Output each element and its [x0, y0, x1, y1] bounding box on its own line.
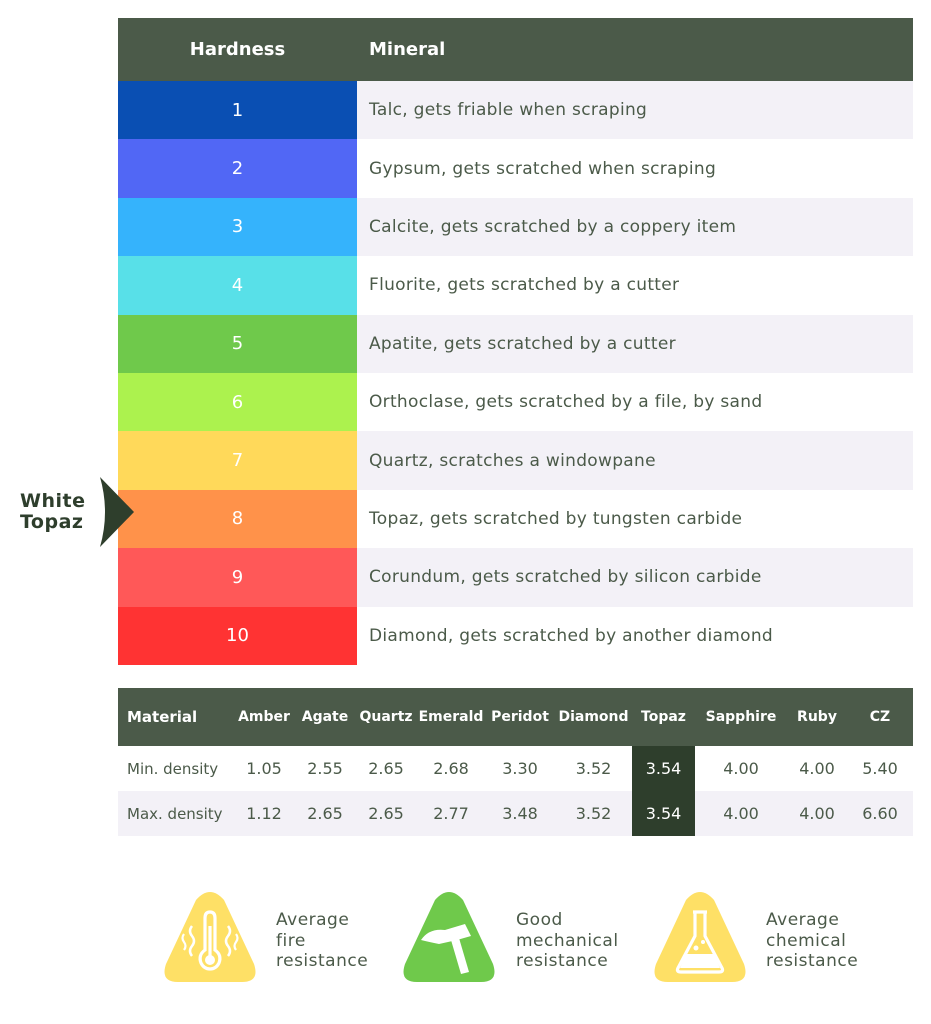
hardness-row: 10 Diamond, gets scratched by another dia…	[118, 606, 913, 665]
density-column-header: Agate	[295, 688, 355, 746]
hardness-value: 10	[118, 606, 357, 665]
density-table-body: Min. density 1.05 2.55 2.65 2.68 3.30 3.52 3.54…	[118, 746, 913, 836]
density-value: 2.77	[417, 791, 485, 836]
chemical-resistance-text: Average chemical resistance	[766, 910, 859, 971]
density-value: 3.52	[555, 791, 632, 836]
density-column-header: Quartz	[355, 688, 417, 746]
density-value: 3.48	[485, 791, 555, 836]
density-value: 2.68	[417, 746, 485, 791]
hardness-row: 4 Fluorite, gets scratched by a cutter	[118, 256, 913, 315]
density-value: 2.65	[355, 746, 417, 791]
arrow-right-icon	[100, 477, 134, 547]
thermometer-icon	[164, 892, 256, 982]
hardness-value: 9	[118, 548, 357, 607]
density-row: Max. density 1.12 2.65 2.65 2.77 3.48 3.52 3.54…	[118, 791, 913, 836]
density-value: 1.05	[233, 746, 295, 791]
hardness-value: 7	[118, 431, 357, 490]
fire-resistance-text: Average fire resistance	[276, 910, 369, 971]
mineral-description: Gypsum, gets scratched when scraping	[357, 139, 913, 198]
flask-icon	[654, 892, 746, 982]
mineral-description: Topaz, gets scratched by tungsten carbid…	[357, 489, 913, 549]
density-column-header: CZ	[847, 688, 913, 746]
density-value: 3.30	[485, 746, 555, 791]
mineral-description: Quartz, scratches a windowpane	[357, 431, 913, 490]
mineral-column-header: Mineral	[369, 39, 446, 60]
density-column-header: Peridot	[485, 688, 555, 746]
density-table: Material Amber Agate Quartz Emerald Peridot Di…	[118, 688, 913, 836]
fire-resistance-badge: Average fire resistance	[160, 890, 400, 990]
hardness-value: 4	[118, 256, 357, 315]
density-value: 1.12	[233, 791, 295, 836]
density-value: 4.00	[695, 746, 787, 791]
hardness-table-header: Hardness Mineral	[118, 18, 913, 81]
density-value: 6.60	[847, 791, 913, 836]
hardness-row: 3 Calcite, gets scratched by a coppery it…	[118, 197, 913, 257]
density-value: 2.55	[295, 746, 355, 791]
density-table-header: Material Amber Agate Quartz Emerald Peridot Di…	[118, 688, 913, 746]
chemical-resistance-badge: Average chemical resistance	[650, 890, 890, 990]
hardness-value: 2	[118, 139, 357, 198]
mineral-description: Diamond, gets scratched by another diamo…	[357, 606, 913, 665]
mineral-description: Calcite, gets scratched by a coppery ite…	[357, 197, 913, 257]
density-value: 4.00	[787, 791, 847, 836]
hardness-row: 7 Quartz, scratches a windowpane	[118, 431, 913, 490]
white-topaz-pointer: White Topaz	[14, 477, 139, 547]
hardness-row: 8 Topaz, gets scratched by tungsten carbi…	[118, 489, 913, 549]
hammer-icon	[403, 892, 495, 982]
pointer-label-line1: White	[20, 490, 86, 512]
density-column-header: Ruby	[787, 688, 847, 746]
hardness-value: 5	[118, 314, 357, 373]
hardness-value: 6	[118, 372, 357, 432]
hardness-value: 8	[118, 489, 357, 549]
mineral-description: Talc, gets friable when scraping	[357, 81, 913, 140]
hardness-row: 9 Corundum, gets scratched by silicon car…	[118, 548, 913, 607]
hardness-row: 2 Gypsum, gets scratched when scraping	[118, 139, 913, 198]
mineral-description: Apatite, gets scratched by a cutter	[357, 314, 913, 373]
density-value: 5.40	[847, 746, 913, 791]
pointer-label-line2: Topaz	[20, 511, 84, 533]
mechanical-resistance-text: Good mechanical resistance	[516, 910, 619, 971]
density-value: 3.54	[632, 746, 695, 791]
hardness-value: 3	[118, 197, 357, 257]
hardness-row: 1 Talc, gets friable when scraping	[118, 81, 913, 140]
mineral-description: Fluorite, gets scratched by a cutter	[357, 256, 913, 315]
density-column-header: Material	[118, 688, 233, 746]
density-column-header: Sapphire	[695, 688, 787, 746]
density-value: 4.00	[787, 746, 847, 791]
density-value: 4.00	[695, 791, 787, 836]
density-value: 2.65	[295, 791, 355, 836]
hardness-table-body: 1 Talc, gets friable when scraping 2 Gypsum…	[118, 81, 913, 665]
density-column-header: Diamond	[555, 688, 632, 746]
hardness-value: 1	[118, 81, 357, 140]
hardness-row: 5 Apatite, gets scratched by a cutter	[118, 314, 913, 373]
density-row: Min. density 1.05 2.55 2.65 2.68 3.30 3.52 3.54…	[118, 746, 913, 791]
mineral-description: Corundum, gets scratched by silicon carb…	[357, 548, 913, 607]
hardness-table: Hardness Mineral 1 Talc, gets friable whe…	[118, 18, 913, 665]
hardness-column-header: Hardness	[189, 39, 286, 60]
density-value: 2.65	[355, 791, 417, 836]
mechanical-resistance-badge: Good mechanical resistance	[398, 890, 638, 990]
density-column-header: Amber	[233, 688, 295, 746]
density-value: 3.54	[632, 791, 695, 836]
hardness-row: 6 Orthoclase, gets scratched by a file, b…	[118, 372, 913, 432]
density-value: 3.52	[555, 746, 632, 791]
density-row-label: Max. density	[118, 791, 233, 836]
pointer-label: White Topaz	[20, 491, 85, 533]
mineral-description: Orthoclase, gets scratched by a file, by…	[357, 372, 913, 432]
density-column-header: Emerald	[417, 688, 485, 746]
density-column-header: Topaz	[632, 688, 695, 746]
density-row-label: Min. density	[118, 746, 233, 791]
